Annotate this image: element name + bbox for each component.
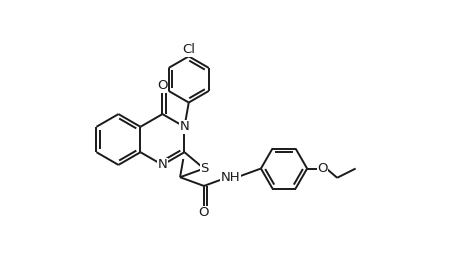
Text: Cl: Cl bbox=[182, 43, 195, 56]
Text: S: S bbox=[201, 162, 209, 175]
Text: N: N bbox=[158, 158, 167, 171]
Text: O: O bbox=[317, 162, 328, 175]
Text: O: O bbox=[157, 79, 168, 92]
Text: NH: NH bbox=[221, 171, 241, 184]
Text: O: O bbox=[199, 206, 209, 219]
Text: N: N bbox=[180, 120, 189, 133]
